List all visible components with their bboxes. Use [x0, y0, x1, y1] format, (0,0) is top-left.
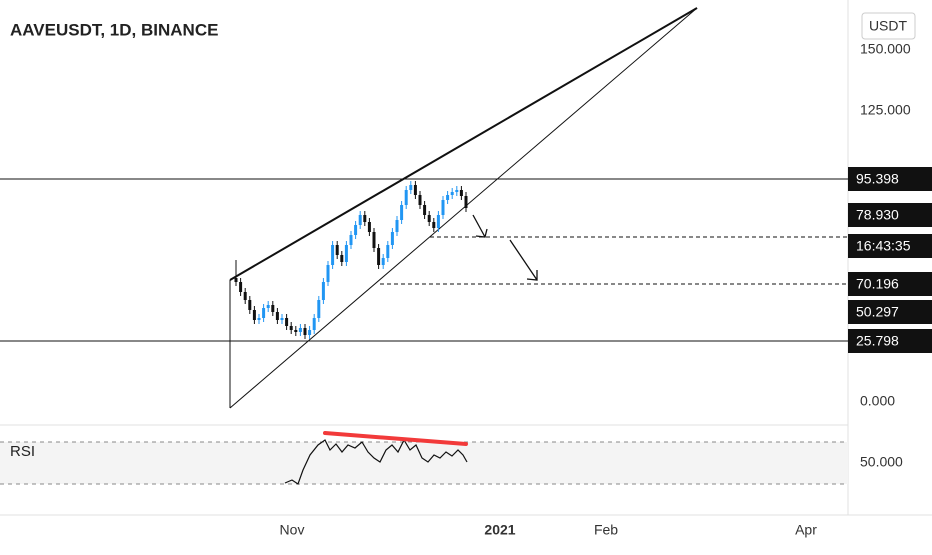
candle-body	[331, 245, 335, 265]
candle-body	[275, 312, 279, 320]
symbol-title: AAVEUSDT, 1D, BINANCE	[10, 20, 218, 39]
candle-body	[335, 245, 339, 255]
price-tag: 70.196	[856, 276, 899, 292]
candle-body	[312, 318, 316, 330]
arrow-1	[472, 214, 488, 238]
rsi-band	[0, 442, 848, 484]
candle-body	[450, 192, 454, 195]
wedge-lower	[229, 7, 698, 409]
candle-body	[404, 190, 408, 205]
candle-body	[358, 215, 362, 225]
rsi-label: RSI	[10, 443, 35, 460]
price-label: 150.000	[860, 41, 911, 57]
candle-body	[363, 215, 367, 222]
time-label: Feb	[594, 522, 618, 538]
candle-body	[248, 300, 252, 310]
candle-body	[252, 310, 256, 320]
candles	[234, 181, 468, 339]
candle-body	[377, 248, 381, 265]
candle-body	[340, 255, 344, 262]
candle-body	[367, 222, 371, 232]
candle-body	[390, 232, 394, 245]
price-tag: 50.297	[856, 304, 899, 320]
price-tags: 95.398 78.930 16:43:35 70.196 50.297 25.798	[848, 167, 932, 353]
candle-body	[344, 245, 348, 262]
candle-body	[271, 305, 275, 312]
candle-body	[459, 190, 463, 196]
candle-body	[321, 282, 325, 300]
candle-body	[257, 318, 261, 320]
candle-body	[441, 200, 445, 215]
candle-body	[432, 222, 436, 228]
arrows	[472, 214, 538, 281]
price-tag-box	[848, 203, 932, 227]
candle-body	[308, 330, 312, 335]
candle-body	[326, 265, 330, 282]
candle-body	[303, 328, 307, 335]
price-tag: 25.798	[856, 333, 899, 349]
candle-body	[423, 205, 427, 215]
rsi-divergence	[323, 431, 468, 446]
candle-body	[409, 185, 413, 190]
candle-body	[280, 318, 284, 320]
candle-body	[395, 220, 399, 232]
candle-body	[234, 278, 238, 282]
candle-body	[418, 195, 422, 205]
price-label: 0.000	[860, 393, 895, 409]
arrow-2	[509, 239, 538, 281]
price-label: 125.000	[860, 102, 911, 118]
price-tag-box	[848, 300, 932, 324]
candle-body	[386, 245, 390, 258]
time-label: 2021	[484, 522, 515, 538]
candle-body	[354, 225, 358, 235]
candle-body	[285, 318, 289, 326]
candle-body	[464, 196, 468, 208]
candle-body	[413, 185, 417, 195]
candle-body	[298, 328, 302, 332]
currency-box[interactable]	[861, 12, 916, 40]
candle-body	[349, 235, 353, 245]
price-tag: 78.930	[856, 207, 899, 223]
price-tag-box	[848, 234, 932, 258]
candle-body	[239, 282, 243, 292]
time-label: Apr	[795, 522, 817, 538]
candle-body	[243, 292, 247, 300]
candle-body	[372, 232, 376, 248]
candle-body	[262, 308, 266, 318]
wedge-upper	[229, 7, 698, 281]
price-tag-box	[848, 329, 932, 353]
candle-body	[289, 326, 293, 330]
candle-body	[381, 258, 385, 265]
candle-body	[317, 300, 321, 318]
rsi-axis-label: 50.000	[860, 454, 903, 470]
price-tag-box	[848, 167, 932, 191]
currency: USDT	[869, 18, 908, 34]
price-tag: 95.398	[856, 171, 899, 187]
candle-body	[455, 190, 459, 192]
candle-body	[400, 205, 404, 220]
candle-body	[436, 215, 440, 228]
candle-body	[266, 305, 270, 308]
rsi-line	[284, 438, 468, 485]
candle-body	[294, 330, 298, 332]
candle-body	[427, 215, 431, 222]
candle-body	[446, 195, 450, 200]
price-tag: 16:43:35	[856, 238, 911, 254]
price-tag-box	[848, 272, 932, 296]
time-label: Nov	[280, 522, 305, 538]
